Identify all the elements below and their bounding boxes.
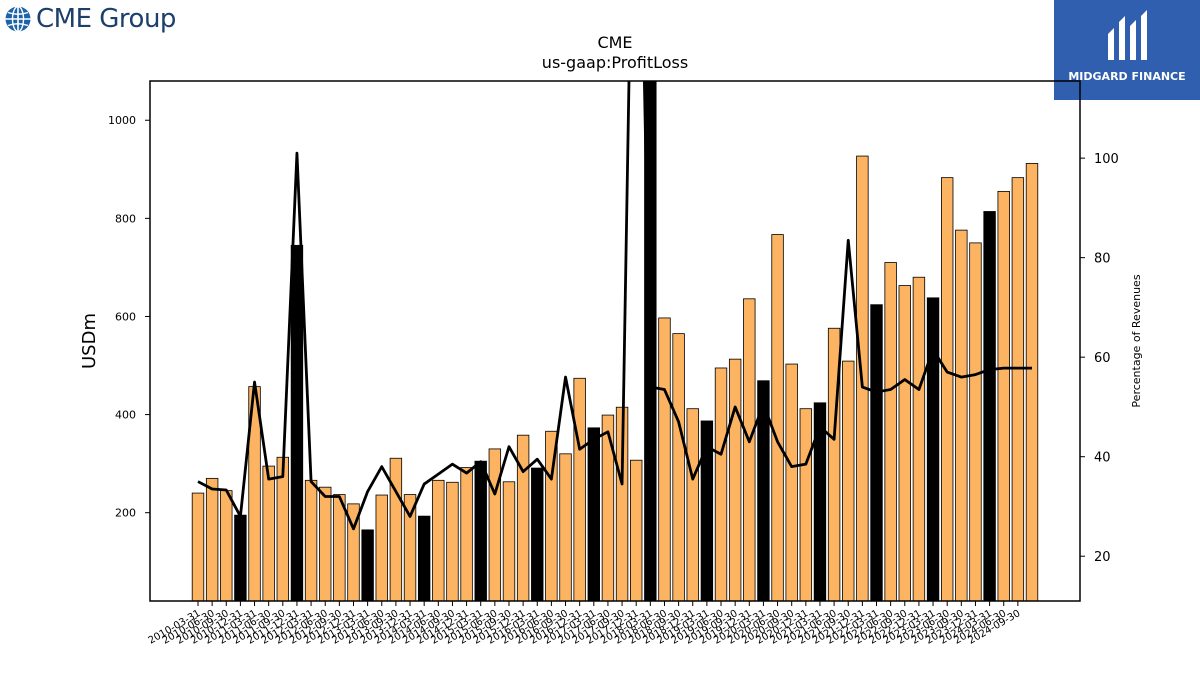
midgard-m-icon [1108,10,1147,60]
bar-2022-06-30 [884,262,897,601]
bar-2015-12-31 [516,434,530,601]
bar-2020-12-31 [799,408,813,601]
bar-2016-06-30 [545,430,558,601]
bar-2010-09-30 [220,490,233,601]
bar-2020-09-30 [785,363,798,601]
bar-2021-06-30 [827,327,841,601]
bar-2020-06-30 [771,234,784,601]
y-tick-label: 400 [115,409,136,422]
bar-2015-09-30 [502,481,516,601]
y-tick-label: 200 [115,507,136,520]
y2-axis: 20 40 60 80 100 [1080,152,1119,565]
bar-series [191,81,1039,601]
bar-2018-12-31 [686,408,699,601]
bar-2022-09-30 [898,285,911,601]
y-tick-label: 600 [115,310,136,323]
y-axis-label: USDm [79,313,100,369]
y2-tick-label: 100 [1094,152,1119,167]
bar-2010-03-31 [191,492,205,601]
bar-2023-12-31 [969,242,982,601]
bar-2019-09-30 [728,358,742,601]
bar-2011-06-30 [262,465,275,601]
cme-group-logo: CME Group [4,2,176,36]
bar-2021-03-31 [813,402,827,601]
bar-2024-09-30 [1025,163,1039,601]
line-series [197,81,1032,531]
chart-title: CME [597,33,632,52]
chart-subtitle: us-gaap:ProfitLoss [542,53,688,72]
bar-2019-06-30 [714,367,728,601]
bar-2016-12-31 [573,377,586,601]
bar-2018-06-30 [658,317,671,601]
bar-2021-09-30 [842,360,855,601]
bar-2017-03-31 [587,427,600,601]
bar-2024-09-30 [1011,177,1025,601]
bar-2013-09-30 [389,457,403,601]
y2-tick-label: 60 [1094,351,1111,366]
bar-2016-09-30 [559,453,572,601]
bar-2016-03-31 [531,467,544,601]
globe-icon [5,5,31,33]
bar-2014-12-31 [460,467,473,601]
y-tick-label: 800 [115,212,136,225]
bar-2023-06-30 [940,177,954,601]
brand-name: CME Group [36,4,176,34]
bar-2014-06-30 [432,479,445,601]
bar-2024-06-30 [997,190,1010,601]
bar-2013-03-31 [361,529,374,601]
bar-2014-03-31 [417,515,431,601]
bar-2013-06-30 [375,494,388,601]
bar-2010-12-31 [234,514,247,601]
y2-axis-label: Percentage of Revenues [1130,274,1143,407]
y2-tick-label: 80 [1094,252,1111,267]
y-tick-label: 1000 [108,114,136,127]
x-axis: 2010-03-312010-06-302010-09-302010-12-31… [147,601,1022,647]
bar-2011-09-30 [276,456,290,601]
bar-2017-12-31 [630,459,643,601]
bar-2018-09-30 [672,333,685,601]
midgard-finance-logo: MIDGARD FINANCE [1054,0,1200,100]
bar-2010-06-30 [205,477,219,601]
bar-2015-03-31 [474,460,487,601]
y-axis: 200 400 600 800 1000 [108,114,150,520]
bar-2011-12-31 [290,244,304,601]
bar-2012-09-30 [333,494,346,601]
bar-2014-09-30 [446,481,459,601]
bar-2023-09-30 [955,229,968,601]
bar-2012-03-31 [304,479,318,601]
partner-name: MIDGARD FINANCE [1068,70,1186,83]
bar-2019-12-31 [743,298,756,601]
plot-frame [149,80,1081,602]
percentage-of-revenues-line [197,81,1032,531]
bar-2024-03-31 [983,211,996,601]
y2-tick-label: 20 [1094,550,1111,565]
bar-2023-03-31 [926,297,940,601]
bar-2022-03-31 [870,304,883,601]
bar-2022-12-31 [912,276,926,601]
y2-tick-label: 40 [1094,451,1111,466]
bar-2015-06-30 [488,448,502,601]
bar-2012-06-30 [319,486,332,601]
